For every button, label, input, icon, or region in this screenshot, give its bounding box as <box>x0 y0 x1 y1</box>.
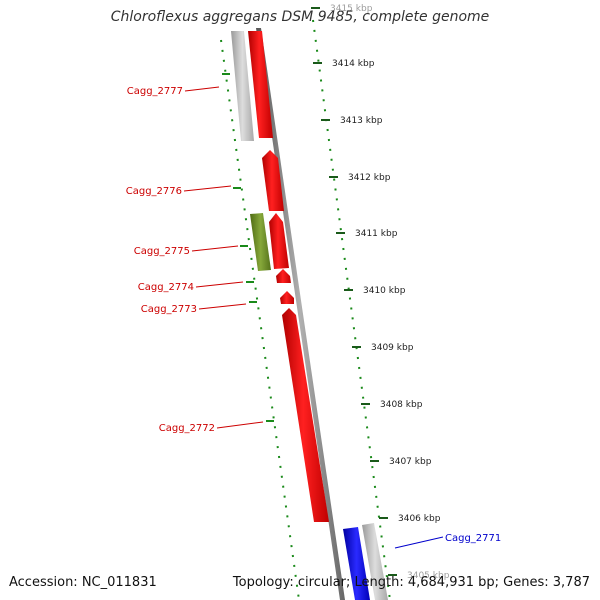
gene-bar-cagg-2777[interactable] <box>231 31 254 141</box>
genome-stats-label: Topology: circular; Length: 4,684,931 bp… <box>232 575 590 590</box>
scale-tick-label: 3412 kbp <box>348 173 391 183</box>
gene-label-leader <box>195 281 244 288</box>
gene-label-leader <box>191 245 239 252</box>
scale-tick-label: 3406 kbp <box>398 514 441 524</box>
gene-label-cagg-2773[interactable]: Cagg_2773 <box>141 304 197 315</box>
scale-tick-label: 3415 kbp <box>330 4 373 14</box>
scale-tick-label: 3411 kbp <box>355 229 398 239</box>
genome-title: Chloroflexus aggregans DSM 9485, complet… <box>110 9 490 25</box>
gene-label-leader <box>183 185 232 192</box>
gene-label-cagg-2776[interactable]: Cagg_2776 <box>126 186 182 197</box>
scale-tick-label: 3410 kbp <box>363 286 406 296</box>
gene-label-leader <box>216 421 264 429</box>
gc-skew-marks <box>222 73 274 422</box>
misc-feature-cagg-2775[interactable] <box>250 213 271 271</box>
scale-tick-label: 3407 kbp <box>389 457 432 467</box>
cds-cagg-2773[interactable] <box>280 291 294 304</box>
scale-tick-label: 3414 kbp <box>332 59 375 69</box>
scale-tick-label: 3408 kbp <box>380 400 423 410</box>
gene-label-leader <box>394 536 444 549</box>
gene-label-cagg-2774[interactable]: Cagg_2774 <box>138 282 194 293</box>
gene-label-cagg-2772[interactable]: Cagg_2772 <box>159 423 215 434</box>
scale-tick-label: 3409 kbp <box>371 343 414 353</box>
accession-label: Accession: NC_011831 <box>9 575 157 590</box>
cds-cagg-2774[interactable] <box>276 269 291 283</box>
gene-label-cagg-2775[interactable]: Cagg_2775 <box>134 246 190 257</box>
scale-ticks: 3415 kbp 3414 kbp 3413 kbp 3412 kbp 3411 kbp… <box>311 4 450 581</box>
scale-tick-label: 3405 kbp <box>407 571 450 581</box>
gene-label-cagg-2771[interactable]: Cagg_2771 <box>445 533 501 544</box>
gc-content-track-inner <box>220 39 300 600</box>
cds-cagg-2777[interactable] <box>248 31 273 138</box>
gene-labels: Cagg_2777 Cagg_2776 Cagg_2775 Cagg_2774 Cagg… <box>126 86 501 549</box>
gene-label-leader <box>198 303 247 310</box>
cds-cagg-2775[interactable] <box>269 213 289 269</box>
cds-cagg-2772[interactable] <box>282 308 329 522</box>
scale-tick-label: 3413 kbp <box>340 116 383 126</box>
gene-label-cagg-2777[interactable]: Cagg_2777 <box>127 86 183 97</box>
gene-label-leader <box>184 86 220 92</box>
cds-cagg-2776[interactable] <box>262 150 284 211</box>
gene-bar-cagg-2771[interactable] <box>362 523 388 600</box>
cds-cagg-2771[interactable] <box>343 527 370 600</box>
